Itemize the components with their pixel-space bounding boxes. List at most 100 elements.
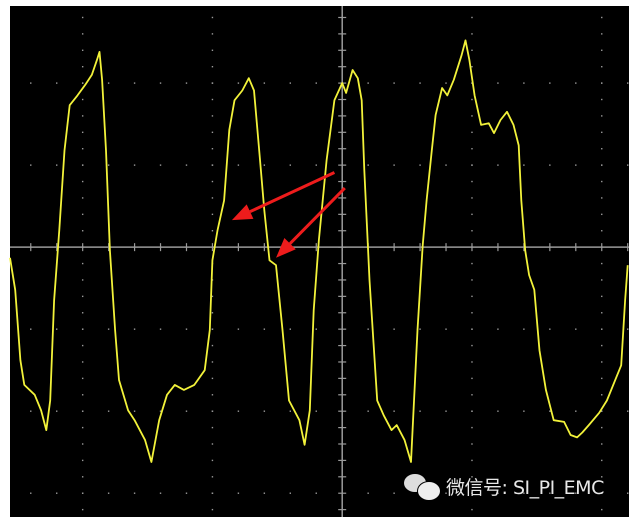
grid-dot [211,344,214,347]
grid-dot [81,410,84,412]
grid-dot [289,328,292,330]
grid-dot [133,410,136,412]
grid-dot [30,410,32,412]
grid-dot [211,295,214,298]
grid-dot [601,361,603,363]
grid-dot [471,33,473,35]
grid-dot [471,394,473,396]
grid-dot [601,82,603,84]
grid-dot [81,197,84,199]
grid-dot [211,328,214,330]
grid-dot [471,279,473,281]
grid-dot [81,426,84,429]
grid-dot [367,328,369,330]
grid-dot [81,508,84,511]
grid-dot [601,295,603,298]
grid-dot [56,164,58,166]
grid-dot [159,410,162,412]
grid-dot [81,148,84,150]
grid-dot [159,164,162,166]
grid-dot [627,410,629,412]
grid-dot [81,394,84,396]
grid-dot [81,377,84,380]
grid-dot [523,492,525,494]
waveform-trace [9,39,629,463]
grid-dot [367,164,369,166]
grid-dot [81,230,84,232]
grid-dot [211,197,214,199]
plot-background [10,6,629,517]
grid-dot [237,410,240,412]
grid-dot [81,65,84,68]
grid-dot [523,164,525,166]
grid-dot [211,164,214,166]
grid-dot [211,49,214,51]
grid-dot [627,492,629,494]
grid-dot [263,410,266,412]
grid-dot [497,328,499,330]
grid-dot [601,49,603,51]
grid-dot [211,377,214,380]
grid-dot [601,33,603,35]
grid-dot [601,459,603,462]
grid-dot [237,328,240,330]
grid-dot [471,65,473,68]
wechat-icon [404,472,441,501]
grid-dot [81,492,84,494]
grid-dot [471,508,473,511]
grid-dot [471,197,473,199]
grid-dot [471,344,473,347]
grid-dot [601,394,603,396]
grid-dot [419,328,421,330]
watermark: 微信号: SI_PI_EMC [404,472,604,501]
grid-dot [601,180,603,183]
grid-dot [81,49,84,51]
grid-dot [133,164,136,166]
grid-dot [471,492,473,494]
grid-dot [419,410,421,412]
grid-dot [185,82,188,84]
grid-dot [81,328,84,330]
grid-dot [30,82,32,84]
grid-dot [627,328,629,330]
grid-dot [81,33,84,35]
grid-dot [211,492,214,494]
grid-dot [601,377,603,380]
grid-dot [497,492,499,494]
grid-dot [315,82,317,84]
grid-dot [471,328,473,330]
grid-dot [393,328,395,330]
grid-dot [315,328,317,330]
grid-dot [445,492,447,494]
grid-dot [56,492,58,494]
grid-dot [133,492,136,494]
grid-dot [211,180,214,183]
grid-dot [211,131,214,134]
grid-dot [601,230,603,232]
grid-dot [211,148,214,150]
grid-dot [289,164,292,166]
grid-dot [419,82,421,84]
grid-dot [471,16,473,19]
grid-dot [601,508,603,511]
grid-dot [471,377,473,380]
grid-dot [601,16,603,19]
grid-dot [601,328,603,330]
grid-dot [471,98,473,101]
watermark-text: 微信号: SI_PI_EMC [446,476,604,499]
grid-dot [211,410,214,412]
grid-dot [211,394,214,396]
grid-dot [601,213,603,216]
grid-dot [81,312,84,314]
grid-dot [601,197,603,199]
grid-dot [601,426,603,429]
grid-dot [107,164,110,166]
grid-dot [133,82,136,84]
grid-dot [497,410,499,412]
grid-dot [211,16,214,19]
grid-dot [211,115,214,117]
grid-dot [81,279,84,281]
grid-dot [549,410,551,412]
grid-dot [549,328,551,330]
grid-dot [81,16,84,19]
